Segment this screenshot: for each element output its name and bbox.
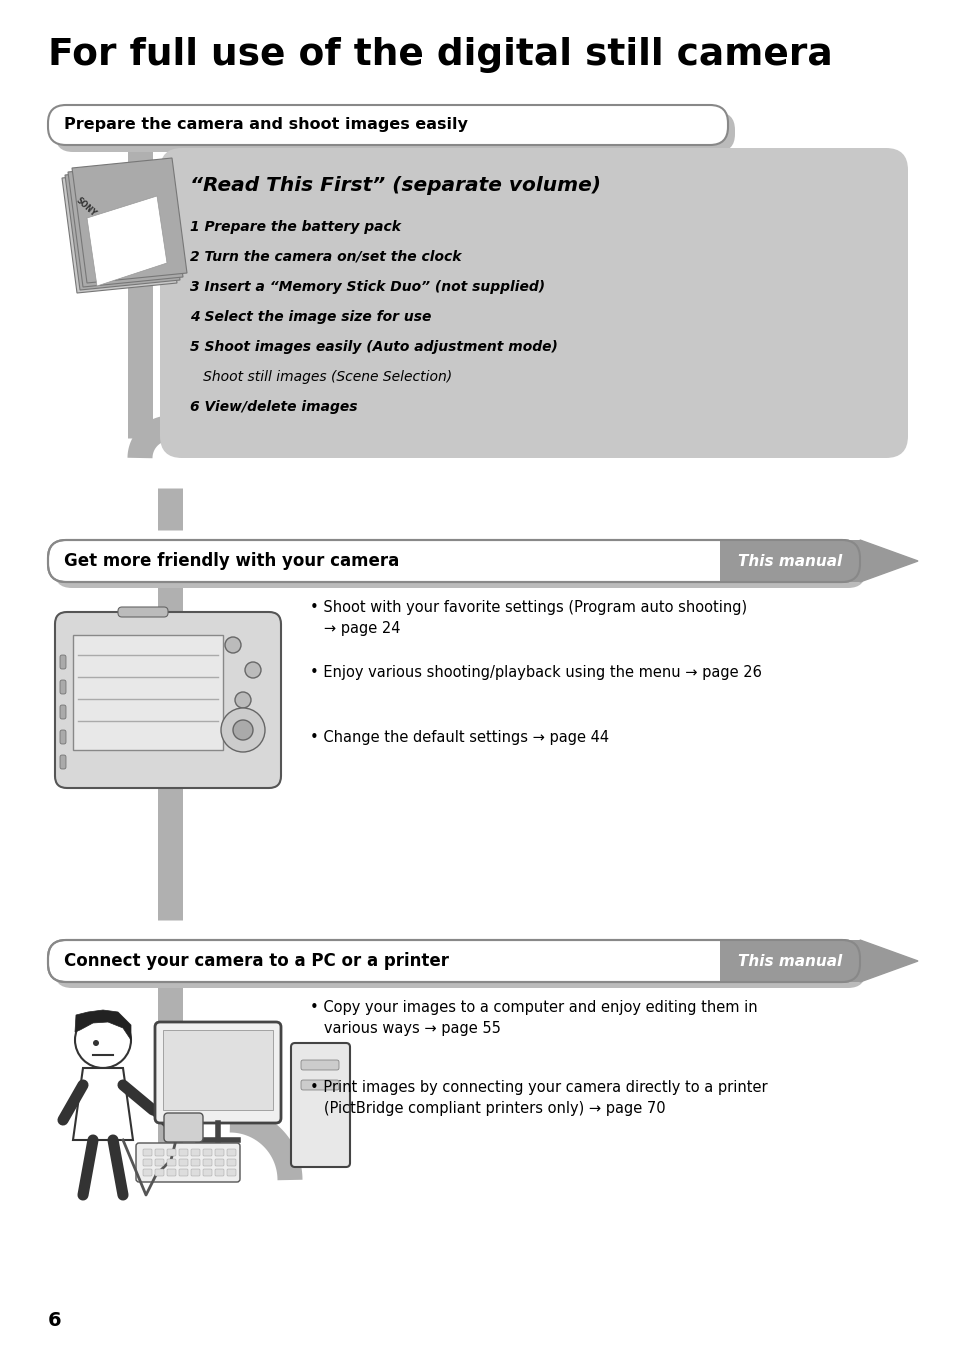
FancyBboxPatch shape xyxy=(60,655,66,669)
FancyBboxPatch shape xyxy=(191,1149,200,1156)
FancyBboxPatch shape xyxy=(48,540,859,582)
FancyBboxPatch shape xyxy=(179,1149,188,1156)
Polygon shape xyxy=(71,157,187,284)
Text: For full use of the digital still camera: For full use of the digital still camera xyxy=(48,37,832,73)
Text: 3 Insert a “Memory Stick Duo” (not supplied): 3 Insert a “Memory Stick Duo” (not suppl… xyxy=(190,280,544,294)
FancyBboxPatch shape xyxy=(143,1168,152,1177)
Polygon shape xyxy=(75,1010,131,1039)
FancyBboxPatch shape xyxy=(60,680,66,693)
FancyBboxPatch shape xyxy=(720,540,859,582)
Polygon shape xyxy=(859,540,917,582)
FancyBboxPatch shape xyxy=(48,104,727,145)
FancyBboxPatch shape xyxy=(227,1149,235,1156)
FancyBboxPatch shape xyxy=(291,1044,350,1167)
FancyBboxPatch shape xyxy=(203,1149,212,1156)
FancyBboxPatch shape xyxy=(143,1159,152,1166)
Circle shape xyxy=(225,636,241,653)
FancyBboxPatch shape xyxy=(160,148,907,459)
Polygon shape xyxy=(73,1068,132,1140)
FancyBboxPatch shape xyxy=(191,1159,200,1166)
FancyBboxPatch shape xyxy=(55,612,281,788)
Text: • Shoot with your favorite settings (Program auto shooting)
   → page 24: • Shoot with your favorite settings (Pro… xyxy=(310,600,746,636)
Text: 1 Prepare the battery pack: 1 Prepare the battery pack xyxy=(190,220,400,233)
FancyBboxPatch shape xyxy=(227,1168,235,1177)
FancyBboxPatch shape xyxy=(154,1159,164,1166)
FancyBboxPatch shape xyxy=(48,940,859,982)
Text: 4 Select the image size for use: 4 Select the image size for use xyxy=(190,309,431,324)
FancyBboxPatch shape xyxy=(720,940,859,982)
FancyBboxPatch shape xyxy=(301,1080,338,1090)
Text: “Read This First” (separate volume): “Read This First” (separate volume) xyxy=(190,176,600,195)
FancyBboxPatch shape xyxy=(60,730,66,744)
FancyBboxPatch shape xyxy=(154,1168,164,1177)
Text: Connect your camera to a PC or a printer: Connect your camera to a PC or a printer xyxy=(64,953,449,970)
FancyBboxPatch shape xyxy=(301,1060,338,1071)
FancyBboxPatch shape xyxy=(214,1168,224,1177)
Text: • Enjoy various shooting/playback using the menu → page 26: • Enjoy various shooting/playback using … xyxy=(310,665,761,680)
Text: 6 View/delete images: 6 View/delete images xyxy=(190,400,357,414)
Text: This manual: This manual xyxy=(737,554,841,569)
Text: This manual: This manual xyxy=(737,954,841,969)
Text: 2 Turn the camera on/set the clock: 2 Turn the camera on/set the clock xyxy=(190,250,461,265)
FancyBboxPatch shape xyxy=(191,1168,200,1177)
FancyBboxPatch shape xyxy=(54,946,865,988)
Polygon shape xyxy=(87,195,167,286)
Text: Shoot still images (Scene Selection): Shoot still images (Scene Selection) xyxy=(190,370,452,384)
Circle shape xyxy=(221,708,265,752)
Text: 5 Shoot images easily (Auto adjustment mode): 5 Shoot images easily (Auto adjustment m… xyxy=(190,341,558,354)
FancyBboxPatch shape xyxy=(167,1168,175,1177)
FancyBboxPatch shape xyxy=(60,706,66,719)
FancyBboxPatch shape xyxy=(154,1149,164,1156)
Text: • Change the default settings → page 44: • Change the default settings → page 44 xyxy=(310,730,608,745)
FancyBboxPatch shape xyxy=(73,635,223,750)
FancyBboxPatch shape xyxy=(54,546,865,588)
FancyBboxPatch shape xyxy=(214,1159,224,1166)
Text: 6: 6 xyxy=(48,1311,62,1330)
FancyBboxPatch shape xyxy=(167,1159,175,1166)
Circle shape xyxy=(234,692,251,708)
Circle shape xyxy=(245,662,261,678)
FancyBboxPatch shape xyxy=(55,113,734,152)
Circle shape xyxy=(233,721,253,740)
Polygon shape xyxy=(62,168,177,293)
FancyBboxPatch shape xyxy=(136,1143,240,1182)
Text: SONY: SONY xyxy=(74,195,97,218)
FancyBboxPatch shape xyxy=(203,1159,212,1166)
FancyBboxPatch shape xyxy=(179,1168,188,1177)
FancyBboxPatch shape xyxy=(167,1149,175,1156)
Polygon shape xyxy=(68,161,183,286)
FancyBboxPatch shape xyxy=(154,1022,281,1124)
FancyBboxPatch shape xyxy=(179,1159,188,1166)
Text: • Print images by connecting your camera directly to a printer
   (PictBridge co: • Print images by connecting your camera… xyxy=(310,1080,767,1115)
FancyBboxPatch shape xyxy=(227,1159,235,1166)
Polygon shape xyxy=(65,166,180,290)
Text: Get more friendly with your camera: Get more friendly with your camera xyxy=(64,552,399,570)
Polygon shape xyxy=(859,940,917,982)
FancyBboxPatch shape xyxy=(203,1168,212,1177)
Text: Prepare the camera and shoot images easily: Prepare the camera and shoot images easi… xyxy=(64,118,467,133)
FancyBboxPatch shape xyxy=(143,1149,152,1156)
Circle shape xyxy=(75,1012,131,1068)
FancyBboxPatch shape xyxy=(164,1113,203,1143)
FancyBboxPatch shape xyxy=(214,1149,224,1156)
FancyBboxPatch shape xyxy=(118,607,168,617)
FancyBboxPatch shape xyxy=(60,754,66,769)
Circle shape xyxy=(92,1039,99,1046)
Text: • Copy your images to a computer and enjoy editing them in
   various ways → pag: • Copy your images to a computer and enj… xyxy=(310,1000,757,1035)
FancyBboxPatch shape xyxy=(163,1030,273,1110)
